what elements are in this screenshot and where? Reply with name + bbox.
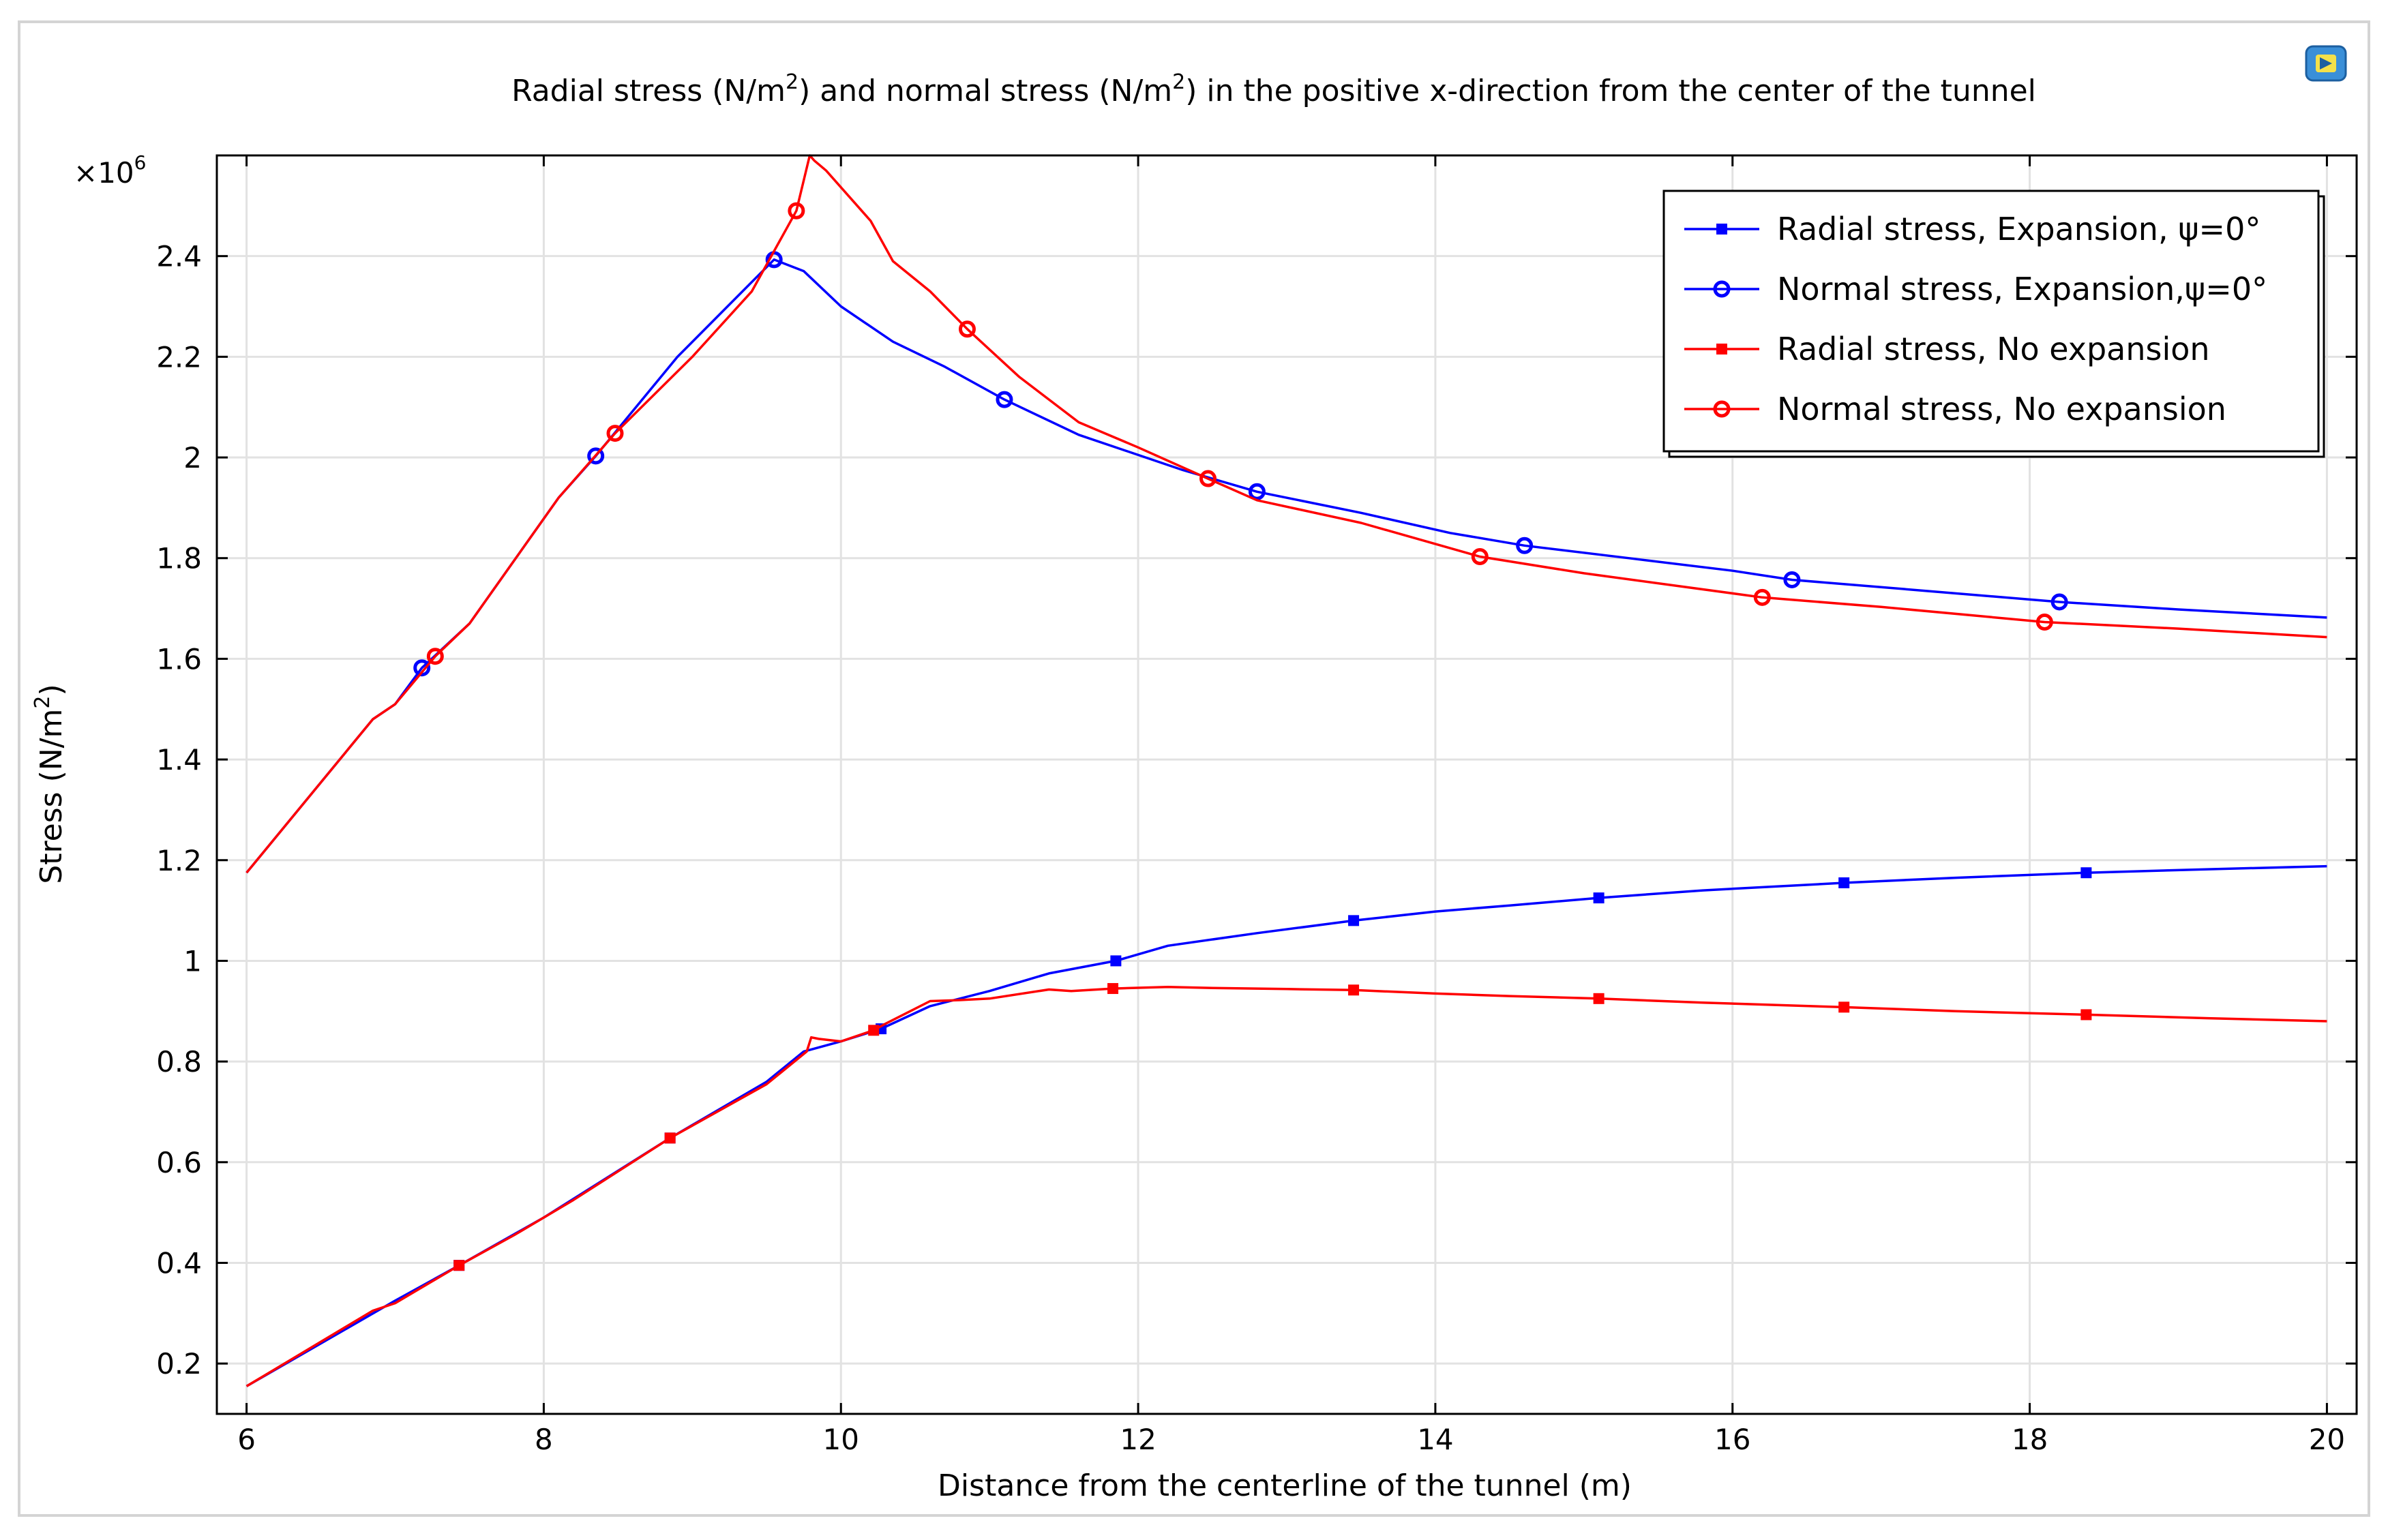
y-tick-label: 2	[183, 441, 202, 474]
y-tick-label: 0.6	[156, 1146, 202, 1179]
legend-label: Radial stress, Expansion, ψ=0°	[1777, 211, 2260, 247]
data-point	[1516, 537, 1534, 554]
x-tick-label: 10	[823, 1423, 859, 1456]
chart-title-sup2: 2	[1172, 70, 1185, 94]
x-tick-label: 14	[1417, 1423, 1453, 1456]
y-multiplier: ×106	[74, 151, 146, 190]
data-point	[1783, 571, 1801, 588]
chart-title-part1: Radial stress (N/m	[511, 74, 786, 108]
legend: Radial stress, Expansion, ψ=0° Normal str…	[1662, 190, 2325, 458]
series-line	[245, 864, 2327, 1387]
data-point	[606, 425, 624, 442]
x-tick-label: 8	[535, 1423, 553, 1456]
data-point	[1838, 1001, 1850, 1013]
y-tick-label: 1.4	[156, 743, 202, 776]
x-tick-label: 6	[237, 1423, 256, 1456]
data-point	[587, 447, 605, 465]
y-multiplier-base: ×10	[74, 156, 134, 190]
ticks: 6 8 10 12 14 16 18 20 0.2 0.4 0.6 0.8 1 1.2 1.4 1.6 1.8 2…	[156, 155, 2357, 1456]
x-tick-label: 12	[1120, 1423, 1156, 1456]
chart-title-part3: ) in the positive x-direction from the c…	[1185, 74, 2036, 108]
y-tick-label: 1.6	[156, 642, 202, 676]
y-axis-label-base: Stress (N/m	[34, 709, 69, 884]
data-point	[1593, 892, 1605, 904]
series-0	[245, 864, 2327, 1387]
data-point	[413, 659, 431, 677]
legend-item: Radial stress, No expansion	[1684, 331, 2210, 367]
y-axis-label: Stress (N/m2)	[31, 684, 69, 884]
series-3	[245, 154, 2327, 874]
legend-label: Radial stress, No expansion	[1777, 331, 2210, 367]
data-point	[2080, 867, 2092, 879]
legend-item: Normal stress, Expansion,ψ=0°	[1684, 271, 2267, 307]
y-axis-label-sup: 2	[31, 696, 55, 709]
y-tick-label: 1.8	[156, 542, 202, 575]
y-axis-label-close: )	[34, 684, 69, 695]
series-layer	[245, 154, 2327, 1387]
legend-items: Radial stress, Expansion, ψ=0° Normal str…	[1684, 211, 2267, 427]
data-point	[1107, 983, 1119, 995]
data-point	[1248, 483, 1266, 500]
data-point	[426, 648, 444, 665]
legend-label: Normal stress, Expansion,ψ=0°	[1777, 271, 2267, 307]
data-point	[664, 1132, 676, 1144]
x-tick-label: 16	[1714, 1423, 1750, 1456]
data-point	[2035, 613, 2053, 631]
plot-toolbar-icon[interactable]	[2305, 45, 2347, 82]
legend-swatch-marker	[1713, 400, 1731, 418]
y-multiplier-exp: 6	[134, 151, 147, 174]
data-point	[788, 202, 805, 220]
legend-swatch-marker	[1713, 280, 1731, 298]
data-point	[2050, 593, 2068, 611]
data-point	[1593, 993, 1605, 1004]
y-tick-label: 0.8	[156, 1045, 202, 1078]
chart-title-part2: ) and normal stress (N/m	[799, 74, 1172, 108]
chart-title-sup1: 2	[786, 70, 799, 94]
series-2	[245, 983, 2327, 1387]
data-point	[1753, 588, 1771, 606]
y-tick-label: 1	[183, 944, 202, 978]
x-tick-label: 20	[2309, 1423, 2345, 1456]
legend-label: Normal stress, No expansion	[1777, 391, 2226, 427]
y-tick-label: 0.4	[156, 1246, 202, 1280]
series-line	[245, 986, 2327, 1387]
legend-item: Normal stress, No expansion	[1684, 391, 2226, 427]
legend-swatch-marker	[1716, 224, 1727, 235]
data-point	[996, 391, 1013, 408]
data-point	[958, 320, 976, 338]
data-point	[1348, 915, 1360, 926]
y-tick-label: 0.2	[156, 1347, 202, 1380]
legend-frame	[1662, 190, 2320, 453]
x-axis-label: Distance from the centerline of the tunn…	[938, 1468, 1632, 1503]
data-point	[1471, 548, 1489, 566]
data-point	[1199, 470, 1217, 487]
x-tick-label: 18	[2012, 1423, 2048, 1456]
y-tick-label: 2.4	[156, 240, 202, 273]
data-point	[1110, 955, 1122, 967]
y-tick-label: 2.2	[156, 340, 202, 374]
series-line	[245, 154, 2327, 874]
data-point	[2080, 1009, 2092, 1021]
legend-item: Radial stress, Expansion, ψ=0°	[1684, 211, 2260, 247]
data-point	[1348, 984, 1360, 996]
chart-title: Radial stress (N/m2) and normal stress (…	[511, 70, 2036, 108]
y-tick-label: 1.2	[156, 844, 202, 877]
plot-area-border	[215, 154, 2358, 1415]
data-point	[1838, 877, 1850, 888]
legend-swatch-marker	[1716, 344, 1727, 354]
data-point	[453, 1260, 465, 1271]
data-point	[868, 1025, 880, 1036]
